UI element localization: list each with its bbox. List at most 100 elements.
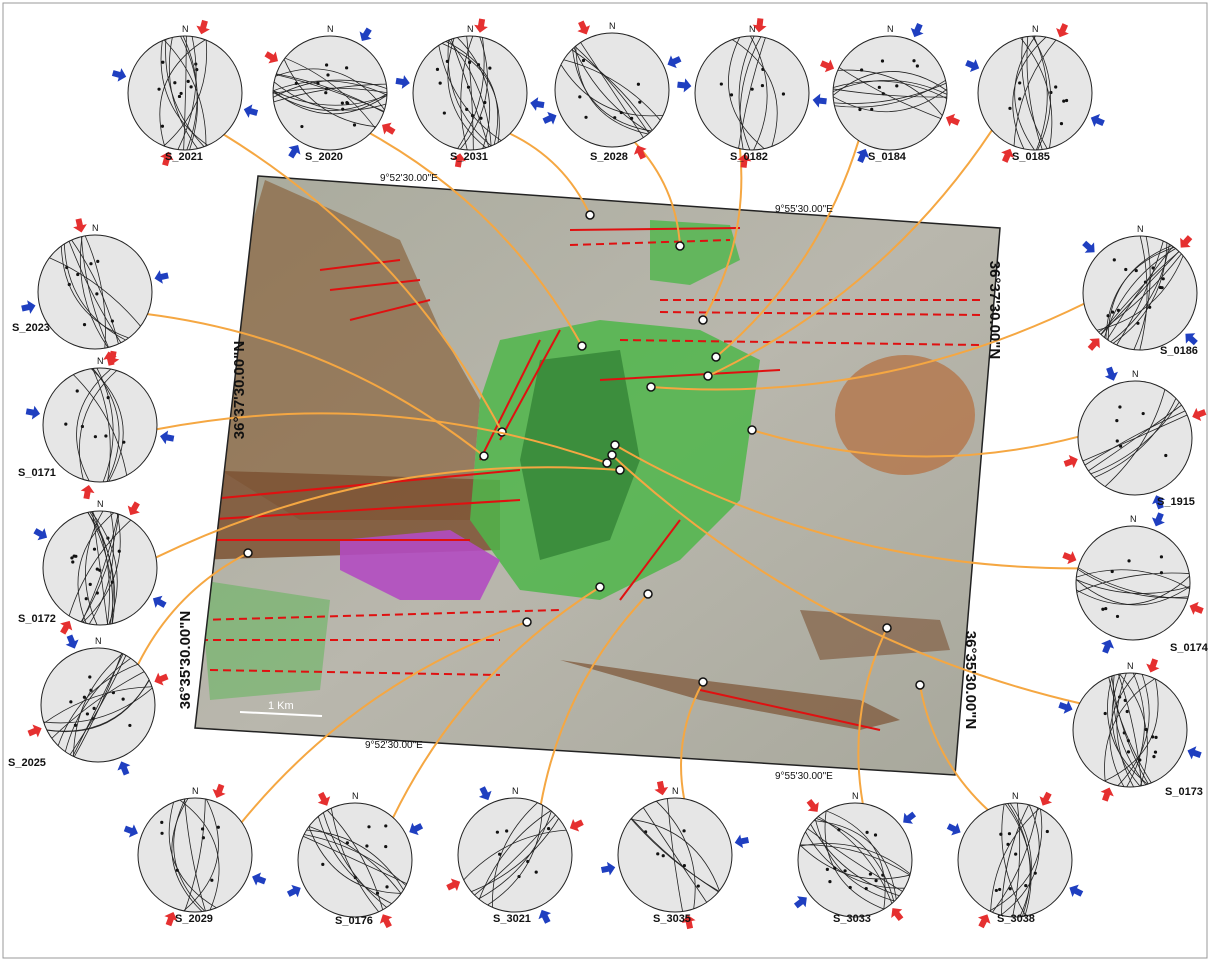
great-circle [273, 81, 387, 111]
great-circle [460, 35, 474, 151]
great-circle [43, 686, 153, 724]
pole [1059, 122, 1064, 126]
great-circle [92, 368, 111, 482]
pole [326, 73, 330, 77]
stereonet: N [1062, 512, 1204, 654]
north-label: N [672, 786, 679, 796]
stereonet: N [820, 23, 960, 163]
great-circle [272, 87, 388, 94]
pole [1115, 419, 1119, 423]
great-circle [275, 74, 385, 112]
pole [76, 272, 80, 277]
great-circle [1000, 804, 1029, 916]
great-circle [739, 36, 762, 150]
great-circle [1118, 674, 1142, 786]
lon-label: 9°55'30.00"E [775, 204, 833, 215]
stress-arrow [977, 914, 991, 929]
great-circle [813, 820, 897, 900]
great-circle [478, 810, 552, 900]
pole [1152, 755, 1156, 759]
pole [325, 63, 329, 67]
great-circle [838, 67, 942, 119]
great-circle [80, 514, 120, 622]
station-label: S_2028 [590, 151, 628, 163]
stereonet: N [1063, 366, 1207, 510]
net-circle [137, 797, 253, 913]
station-point [703, 371, 713, 381]
stress-arrow [806, 798, 819, 812]
great-circle [732, 39, 778, 147]
station-label: S_0172 [18, 613, 56, 625]
great-circle [833, 88, 947, 98]
pole [825, 867, 829, 871]
great-circle [69, 655, 127, 755]
stereonet: N [286, 791, 424, 929]
pole [488, 66, 492, 70]
great-circle [46, 679, 150, 732]
pole [498, 852, 502, 856]
stress-arrow [27, 724, 42, 738]
stress-arrow [164, 912, 178, 927]
great-circle [826, 810, 886, 910]
lat-label: 36°37'30.00"N [986, 261, 1003, 359]
stress-arrow [1152, 495, 1166, 510]
stress-arrow [734, 834, 750, 849]
great-circle [563, 59, 661, 121]
stress-arrow [945, 113, 960, 127]
great-circle [79, 236, 109, 348]
great-circle [183, 798, 219, 912]
great-circle [1112, 242, 1168, 344]
pole [353, 876, 357, 880]
great-circle [560, 64, 664, 117]
pole [321, 862, 325, 866]
pole [874, 879, 878, 883]
pole [345, 100, 349, 105]
stress-arrow [538, 909, 552, 924]
stress-arrow [530, 97, 545, 111]
great-circle [1007, 803, 1031, 917]
net-circle [37, 234, 153, 350]
pole [110, 319, 114, 323]
great-circle [1104, 389, 1166, 487]
station-label: S_2029 [175, 913, 213, 925]
stress-arrow [1146, 658, 1160, 673]
great-circle [60, 246, 129, 339]
north-label: N [327, 24, 334, 34]
pole [75, 389, 79, 393]
pole [1110, 569, 1114, 574]
pole [864, 887, 868, 891]
station-label: S_0173 [1165, 786, 1203, 798]
stress-arrow [478, 786, 492, 801]
pole [998, 887, 1002, 892]
great-circle [1077, 568, 1189, 599]
pole [1110, 310, 1115, 314]
stereonet: N [395, 18, 545, 168]
stress-arrow [577, 20, 591, 35]
great-circle [317, 816, 392, 904]
pole [719, 82, 723, 86]
pole [384, 824, 388, 828]
great-circle [171, 798, 203, 912]
pole [71, 560, 75, 564]
stress-arrow [252, 872, 267, 886]
pole [1054, 85, 1058, 89]
connector [715, 140, 860, 358]
pole [177, 94, 182, 99]
great-circle [1076, 575, 1190, 605]
pole [195, 68, 199, 72]
stereonet: N [1058, 658, 1202, 802]
great-circle [630, 818, 720, 892]
stress-arrow [600, 861, 616, 876]
great-circle [165, 39, 205, 147]
pole [1008, 106, 1012, 110]
great-circle [1076, 572, 1190, 593]
great-circle [1013, 39, 1057, 147]
stress-arrow [1189, 601, 1204, 615]
great-circle [90, 511, 118, 625]
great-circle [168, 802, 217, 909]
great-circle [306, 829, 404, 891]
great-circle [184, 798, 206, 912]
pole [69, 700, 73, 704]
stereonet: N [111, 19, 259, 167]
north-label: N [192, 786, 199, 796]
